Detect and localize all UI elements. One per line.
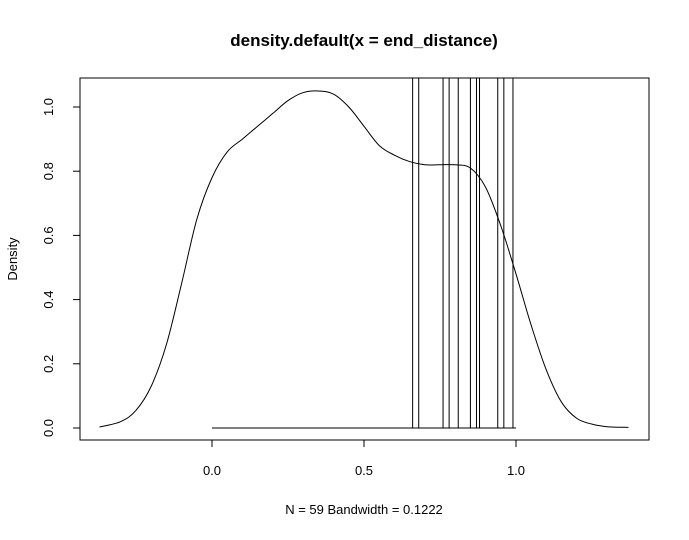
observation-lines	[412, 78, 514, 428]
y-tick-label: 0.6	[41, 226, 56, 244]
density-curve	[99, 90, 629, 428]
y-tick-label: 0.2	[41, 355, 56, 373]
y-tick-label: 0.8	[41, 162, 56, 180]
x-tick-label: 0.5	[355, 463, 373, 478]
chart-title: density.default(x = end_distance)	[230, 31, 498, 50]
y-tick-label: 0.0	[41, 419, 56, 437]
x-tick-label: 0.0	[203, 463, 221, 478]
x-axis: 0.0 0.5 1.0	[203, 439, 525, 478]
y-axis: 0.0 0.2 0.4 0.6 0.8 1.0	[41, 98, 81, 437]
y-tick-label: 1.0	[41, 98, 56, 116]
x-axis-label: N = 59 Bandwidth = 0.1222	[285, 502, 443, 517]
y-tick-label: 0.4	[41, 291, 56, 309]
x-tick-label: 1.0	[507, 463, 525, 478]
y-axis-label: Density	[5, 237, 20, 281]
